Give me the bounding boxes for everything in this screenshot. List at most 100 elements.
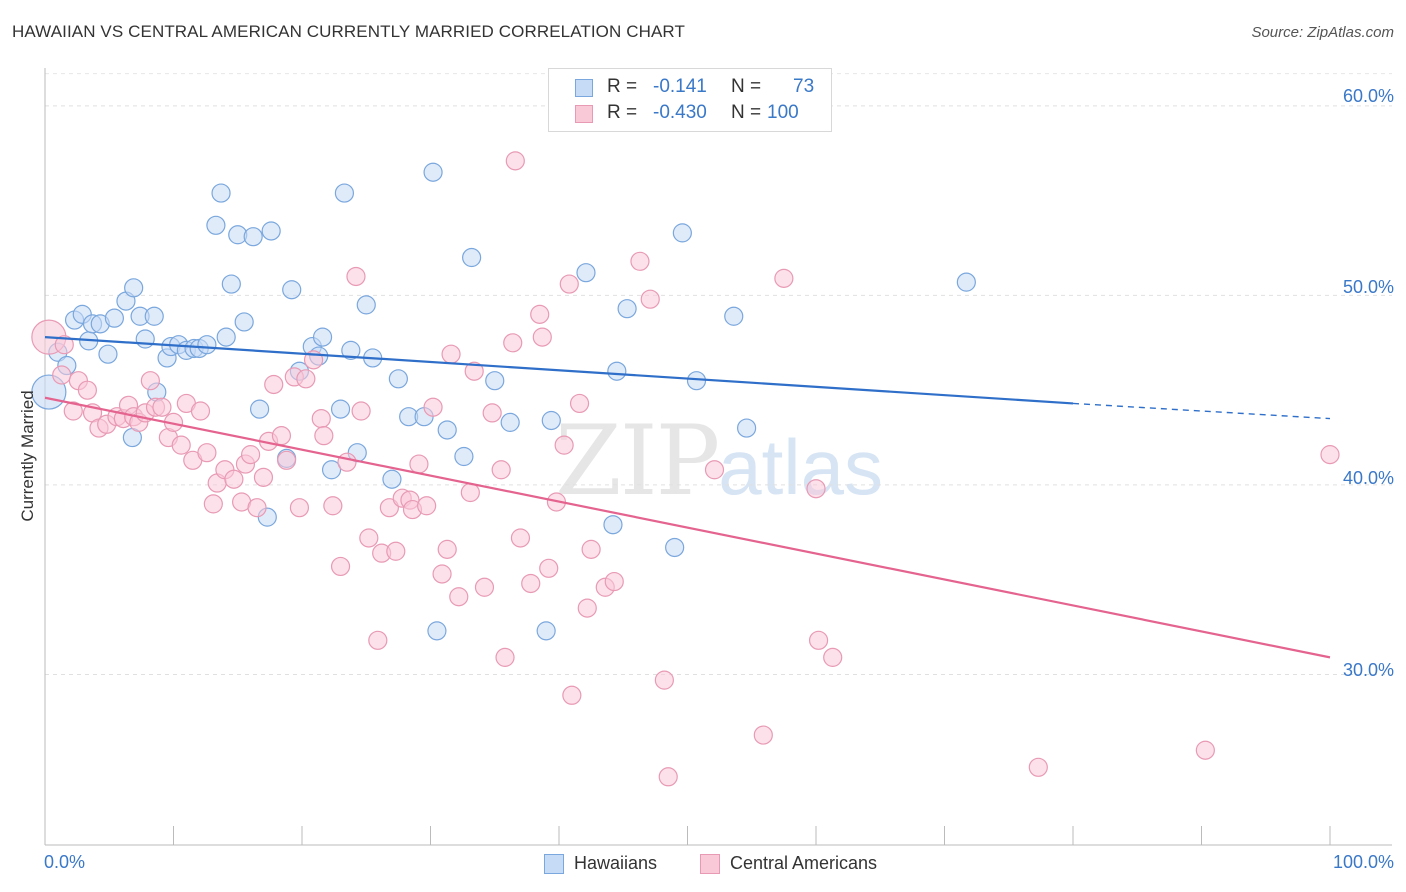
- data-point: [485, 371, 505, 391]
- data-point: [63, 401, 83, 421]
- bottom-legend-swatch-blue: [544, 854, 564, 874]
- data-point: [356, 295, 376, 315]
- data-point: [243, 227, 263, 247]
- legend-n-label: N =: [731, 102, 762, 123]
- data-point: [704, 460, 725, 480]
- data-point: [289, 498, 310, 518]
- data-point: [607, 361, 627, 381]
- data-point: [603, 515, 623, 535]
- data-point: [234, 312, 254, 332]
- data-point: [576, 263, 596, 283]
- data-point: [449, 587, 469, 607]
- chart-title: HAWAIIAN VS CENTRAL AMERICAN CURRENTLY M…: [12, 22, 685, 41]
- data-point: [334, 183, 355, 203]
- data-point: [753, 725, 773, 745]
- data-point: [569, 393, 590, 414]
- data-point: [386, 541, 406, 561]
- data-point: [382, 469, 402, 489]
- data-point: [321, 460, 342, 480]
- y-tick-label-50: 50.0%: [1342, 277, 1394, 297]
- data-point: [253, 467, 274, 487]
- data-point: [249, 399, 270, 419]
- data-point: [314, 426, 334, 446]
- legend-n-value: 73: [793, 76, 815, 97]
- data-point: [341, 340, 361, 360]
- data-point: [672, 223, 692, 243]
- bottom-legend-label: Hawaiians: [574, 853, 658, 873]
- data-point: [241, 445, 261, 465]
- y-tick-label-40: 40.0%: [1342, 468, 1394, 488]
- legend-n-value: 100: [767, 102, 799, 123]
- y-tick-label-60: 60.0%: [1342, 86, 1394, 106]
- data-point: [203, 494, 223, 514]
- data-point: [654, 670, 674, 690]
- data-point: [206, 215, 226, 235]
- data-point: [330, 399, 351, 419]
- data-point: [577, 598, 597, 618]
- data-point: [276, 450, 297, 470]
- data-point: [686, 371, 707, 391]
- data-point: [1320, 445, 1340, 465]
- data-point: [216, 327, 236, 347]
- data-point: [296, 369, 316, 389]
- data-point: [521, 573, 541, 594]
- data-point: [640, 289, 660, 309]
- data-point: [423, 397, 443, 417]
- data-point: [503, 333, 523, 353]
- data-point: [482, 403, 502, 423]
- data-point: [536, 621, 556, 641]
- data-point: [505, 151, 525, 171]
- data-point: [1195, 740, 1215, 760]
- data-point: [124, 278, 144, 298]
- data-point: [541, 410, 561, 431]
- data-point: [330, 556, 351, 577]
- data-point: [658, 767, 678, 787]
- data-point: [539, 558, 559, 578]
- data-point: [144, 306, 164, 326]
- data-point: [337, 452, 357, 472]
- data-point: [388, 369, 408, 389]
- data-point: [562, 685, 582, 705]
- data-point: [665, 537, 685, 558]
- legend-r-value: -0.430: [653, 102, 707, 123]
- data-point: [190, 401, 211, 421]
- chart-source: Source: ZipAtlas.com: [1251, 24, 1394, 41]
- data-point: [432, 564, 452, 584]
- bottom-legend-label: Central Americans: [730, 853, 878, 873]
- data-point: [346, 266, 366, 287]
- legend-r-value: -0.141: [653, 76, 707, 97]
- data-point: [823, 647, 843, 667]
- data-point: [462, 247, 482, 268]
- data-point: [495, 647, 515, 667]
- data-point: [737, 418, 757, 438]
- data-point: [604, 571, 624, 592]
- data-point: [135, 329, 155, 349]
- data-point: [510, 528, 531, 548]
- data-point: [152, 397, 172, 417]
- data-point: [197, 443, 217, 463]
- data-point: [197, 335, 217, 355]
- trend-line-extension: [1072, 402, 1331, 420]
- data-point: [282, 280, 302, 300]
- data-point: [409, 454, 429, 474]
- data-point: [500, 412, 520, 432]
- data-point: [312, 327, 333, 347]
- y-axis-label: Currently Married: [18, 390, 37, 522]
- data-point: [98, 344, 118, 364]
- data-point: [264, 374, 284, 395]
- data-point: [554, 435, 574, 455]
- data-point: [323, 496, 343, 516]
- data-point: [351, 401, 371, 421]
- data-point: [311, 408, 331, 429]
- legend-r-label: R =: [607, 76, 638, 97]
- legend-n-label: N =: [731, 76, 762, 97]
- data-point: [247, 498, 267, 518]
- data-point: [956, 272, 976, 292]
- data-point: [774, 268, 794, 288]
- trend-line: [44, 396, 1331, 659]
- data-point: [437, 420, 457, 440]
- legend-swatch-blue: [575, 79, 593, 97]
- data-point: [559, 274, 579, 294]
- data-point: [359, 528, 379, 548]
